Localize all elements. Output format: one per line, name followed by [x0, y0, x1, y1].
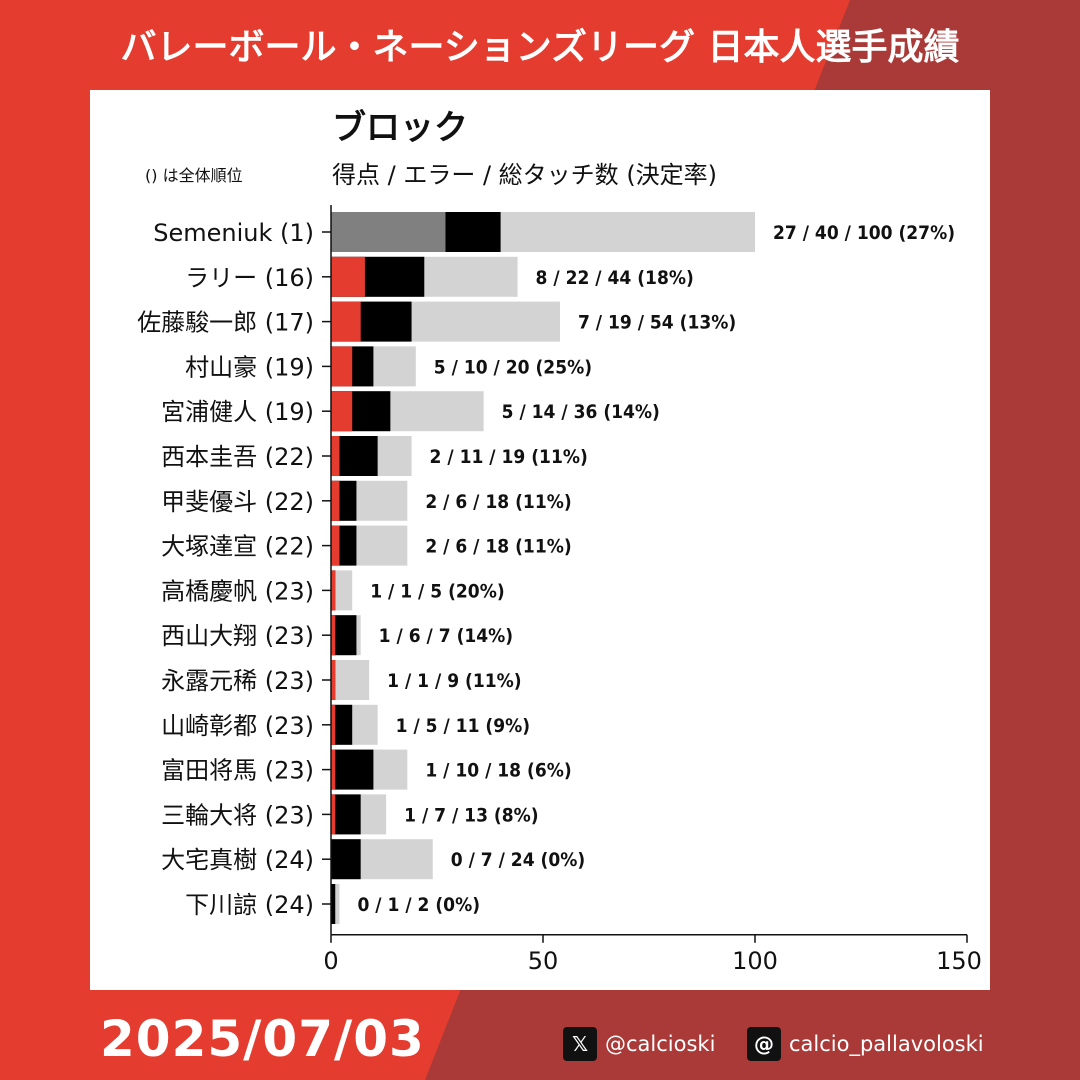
bar-errors	[331, 839, 361, 880]
category-label: 西山大翔 (23)	[161, 622, 314, 650]
category-label: 高橋慶帆 (23)	[161, 577, 314, 605]
category-label: Semeniuk (1)	[153, 219, 314, 247]
bar-total	[331, 570, 353, 611]
data-label: 7 / 19 / 54 (13%)	[578, 312, 736, 334]
x-handle: @calcioski	[605, 1032, 716, 1056]
bar-points	[331, 391, 353, 432]
data-label: 1 / 10 / 18 (6%)	[425, 760, 571, 782]
threads-logo-icon: @	[747, 1027, 781, 1061]
bar-points	[331, 436, 340, 476]
threads-account[interactable]: @ calcio_pallavoloski	[747, 1026, 984, 1062]
data-label: 1 / 6 / 7 (14%)	[379, 625, 513, 647]
category-label: 大塚達宣 (22)	[161, 533, 314, 561]
data-label: 2 / 6 / 18 (11%)	[425, 536, 571, 558]
data-label: 5 / 10 / 20 (25%)	[434, 356, 592, 378]
bar-total	[331, 660, 370, 700]
category-label: 下川諒 (24)	[185, 891, 314, 919]
data-label: 1 / 7 / 13 (8%)	[404, 804, 538, 826]
bar-errors	[331, 749, 374, 790]
bar-points	[331, 704, 336, 745]
x-account[interactable]: 𝕏 @calcioski	[563, 1026, 715, 1062]
bar-points	[331, 660, 336, 700]
bar-points	[331, 480, 340, 521]
category-label: ラリー (16)	[185, 264, 314, 292]
bar-points	[331, 615, 336, 656]
threads-handle: calcio_pallavoloski	[789, 1032, 984, 1056]
data-label: 1 / 5 / 11 (9%)	[396, 715, 530, 737]
data-label: 1 / 1 / 9 (11%)	[387, 670, 521, 692]
category-label: 富田将馬 (23)	[161, 757, 314, 785]
category-label: 甲斐優斗 (22)	[161, 488, 314, 516]
category-label: 山崎彰都 (23)	[161, 712, 314, 740]
data-label: 8 / 22 / 44 (18%)	[536, 267, 694, 289]
x-tick-label: 100	[732, 947, 778, 975]
bar-points	[331, 346, 353, 387]
data-label: 2 / 11 / 19 (11%)	[430, 446, 588, 468]
bar-points	[331, 212, 446, 252]
rank-note: () は全体順位	[145, 166, 243, 185]
bar-points	[331, 301, 361, 342]
chart-subtitle: 得点 / エラー / 総タッチ数 (決定率)	[332, 161, 718, 189]
x-tick-label: 150	[936, 947, 982, 975]
chart-title: ブロック	[332, 108, 468, 148]
category-label: 大宅真樹 (24)	[161, 846, 314, 874]
x-logo-icon: 𝕏	[563, 1027, 597, 1061]
category-label: 村山豪 (19)	[185, 353, 314, 381]
data-label: 5 / 14 / 36 (14%)	[502, 401, 660, 423]
bar-errors	[331, 794, 361, 835]
bar-errors	[331, 884, 336, 924]
bar-points	[331, 749, 336, 790]
data-label: 27 / 40 / 100 (27%)	[773, 222, 955, 244]
category-label: 永露元稀 (23)	[161, 667, 314, 695]
bar-points	[331, 525, 340, 566]
category-label: 宮浦健人 (19)	[161, 398, 314, 426]
bar-points	[331, 794, 336, 835]
data-label: 2 / 6 / 18 (11%)	[425, 491, 571, 513]
category-label: 三輪大将 (23)	[161, 801, 314, 829]
x-tick-label: 0	[323, 947, 338, 975]
bar-errors	[331, 704, 353, 745]
date-label: 2025/07/03	[100, 1010, 425, 1068]
page-title: バレーボール・ネーションズリーグ 日本人選手成績	[120, 27, 960, 68]
x-tick-label: 50	[528, 947, 559, 975]
category-label: 佐藤駿一郎 (17)	[137, 309, 314, 337]
data-label: 0 / 1 / 2 (0%)	[357, 894, 480, 916]
bar-points	[331, 256, 365, 297]
data-label: 1 / 1 / 5 (20%)	[370, 580, 504, 602]
category-label: 西本圭吾 (22)	[161, 443, 314, 471]
bar-points	[331, 570, 336, 611]
data-label: 0 / 7 / 24 (0%)	[451, 849, 585, 871]
